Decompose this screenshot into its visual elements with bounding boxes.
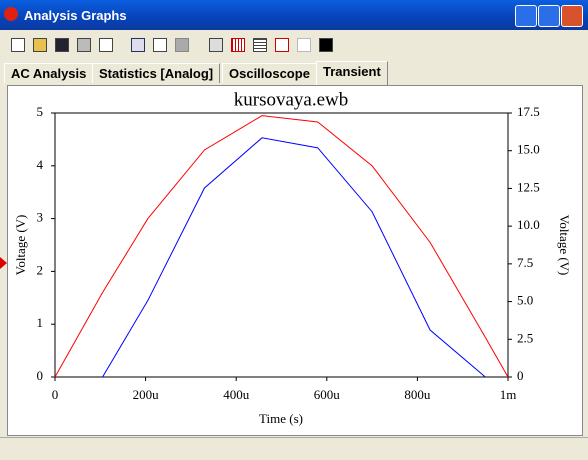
plot-frame [54, 112, 509, 378]
y-tick-label: 0 [37, 368, 44, 383]
y2-tick-label: 5.0 [517, 293, 533, 308]
copy-button[interactable] [150, 35, 168, 53]
y2-tick-label: 2.5 [517, 330, 533, 345]
tab[interactable]: Statistics [Analog] [92, 63, 221, 83]
x-tick-label: 1m [500, 387, 517, 402]
y-tick-label: 5 [37, 104, 44, 119]
chart-title: kursovaya.ewb [234, 89, 349, 110]
y2-axis-label: Voltage (V) [557, 215, 572, 276]
maximize-button[interactable] [538, 5, 560, 27]
y-tick-label: 1 [37, 315, 44, 330]
grid-button[interactable] [228, 35, 246, 53]
paste-button[interactable] [172, 35, 190, 53]
print-button[interactable] [74, 35, 92, 53]
cursors-button[interactable] [272, 35, 290, 53]
x-tick-label: 800u [404, 387, 431, 402]
toolbar [4, 32, 354, 58]
new-button[interactable] [8, 35, 26, 53]
minimize-button[interactable] [515, 5, 537, 27]
x-tick-label: 0 [52, 387, 59, 402]
y2-tick-label: 0 [517, 368, 524, 383]
preview-button[interactable] [96, 35, 114, 53]
y-tick-label: 3 [37, 210, 44, 225]
close-button[interactable] [561, 5, 583, 27]
y2-tick-label: 10.0 [517, 217, 540, 232]
open-button[interactable] [30, 35, 48, 53]
y-tick-label: 2 [37, 262, 44, 277]
status-bar [0, 437, 588, 460]
cursor-marker [0, 257, 7, 269]
series-line [54, 115, 509, 378]
y2-tick-label: 15.0 [517, 142, 540, 157]
series-line [102, 137, 486, 378]
x-tick-label: 200u [133, 387, 160, 402]
properties-button[interactable] [206, 35, 224, 53]
y2-tick-label: 7.5 [517, 255, 533, 270]
x-tick-label: 400u [223, 387, 250, 402]
y2-tick-label: 12.5 [517, 179, 540, 194]
cut-button[interactable] [128, 35, 146, 53]
legend-button[interactable] [250, 35, 268, 53]
y-tick-label: 4 [37, 157, 44, 172]
app-icon [4, 7, 18, 21]
x-tick-label: 600u [314, 387, 341, 402]
zoom-button[interactable] [294, 35, 312, 53]
reverse-button[interactable] [316, 35, 334, 53]
x-axis-label: Time (s) [259, 411, 303, 426]
y2-tick-label: 17.5 [517, 104, 540, 119]
window-title: Analysis Graphs [24, 8, 127, 23]
y-axis-label: Voltage (V) [13, 215, 28, 276]
save-button[interactable] [52, 35, 70, 53]
tab-active[interactable]: Transient [316, 61, 388, 85]
title-bar: Analysis Graphs [0, 0, 588, 30]
